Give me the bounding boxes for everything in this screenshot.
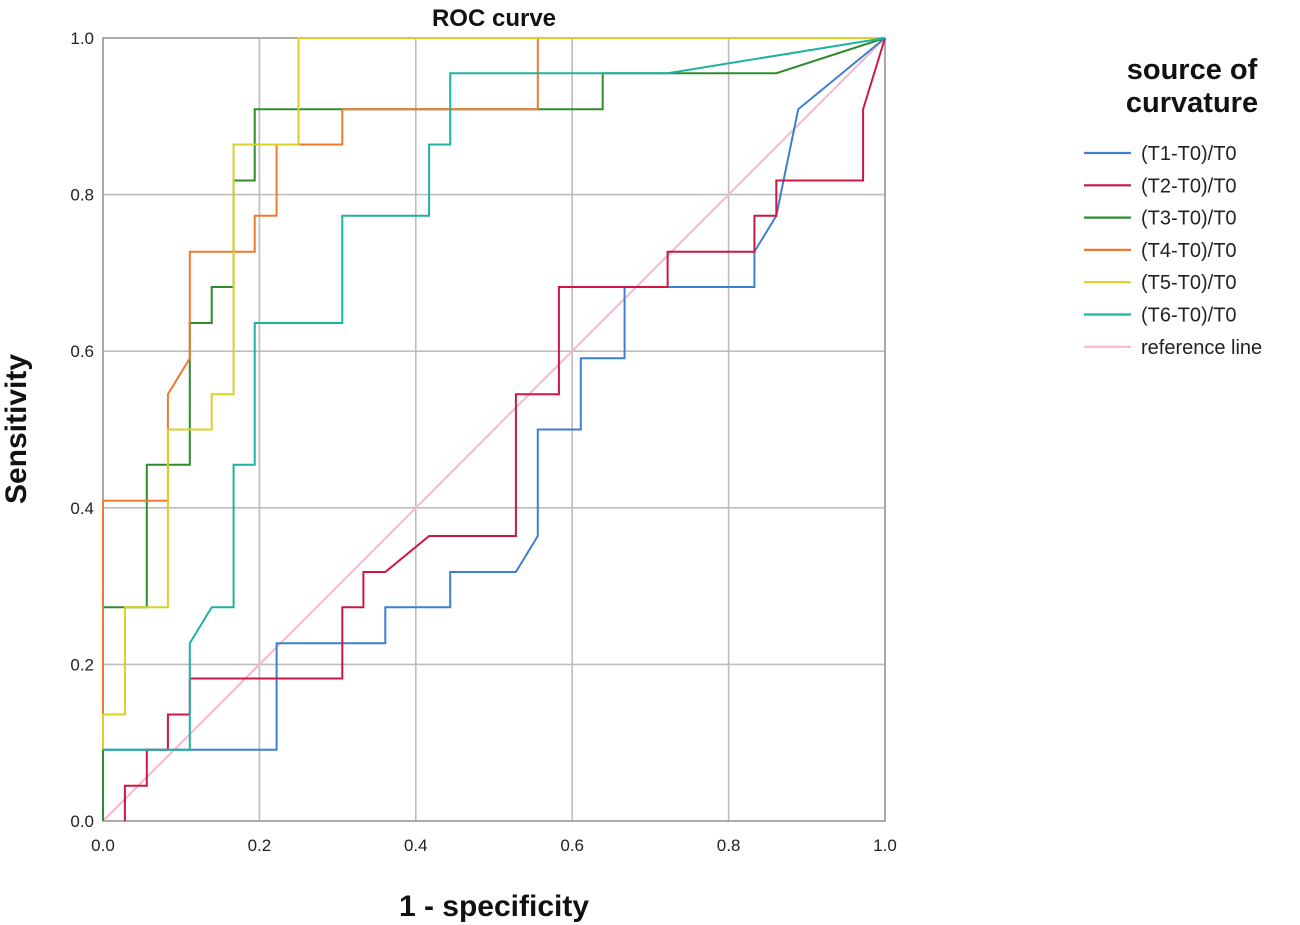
series-line-t6-t0-t0 (103, 37, 886, 751)
series-layer (102, 37, 886, 822)
y-tick-label: 0.0 (70, 812, 94, 831)
series-line-t1-t0-t0 (102, 37, 886, 821)
legend-label: (T4-T0)/T0 (1141, 240, 1237, 262)
legend-label: (T3-T0)/T0 (1141, 208, 1237, 230)
legend-label: (T5-T0)/T0 (1141, 272, 1237, 294)
legend-label: (T6-T0)/T0 (1141, 305, 1237, 327)
y-tick-label: 0.4 (70, 499, 94, 518)
y-tick-label: 0.6 (70, 342, 94, 361)
chart-title: ROC curve (432, 5, 556, 32)
x-axis-label: 1 - specificity (399, 890, 589, 923)
legend-label: (T2-T0)/T0 (1141, 175, 1237, 197)
x-tick-label: 0.2 (248, 836, 272, 855)
series-line-t3-t0-t0 (102, 37, 886, 821)
x-tick-label: 1.0 (873, 836, 897, 855)
legend-label: reference line (1141, 337, 1262, 359)
series-line-reference-line (102, 37, 886, 822)
y-axis-label: Sensitivity (0, 354, 33, 504)
series-line-t5-t0-t0 (102, 37, 885, 750)
y-tick-label: 0.2 (70, 655, 94, 674)
x-tick-label: 0.4 (404, 836, 428, 855)
series-line-t2-t0-t0 (123, 37, 886, 821)
y-tick-label: 1.0 (70, 29, 94, 48)
legend-label: (T1-T0)/T0 (1141, 143, 1237, 165)
legend: source of curvature (T1-T0)/T0 (T2-T0)/T0… (1084, 54, 1262, 359)
x-tick-label: 0.8 (717, 836, 741, 855)
legend-items: (T1-T0)/T0 (T2-T0)/T0 (T3-T0)/T0 (T4-T0)/T0… (1084, 143, 1262, 359)
legend-title-line-1: source of (1127, 54, 1258, 86)
x-tick-label: 0.0 (91, 836, 115, 855)
x-tick-label: 0.6 (560, 836, 584, 855)
y-tick-label: 0.8 (70, 186, 94, 205)
x-axis-ticks: 0.0 0.2 0.4 0.6 0.8 1.0 (91, 836, 897, 855)
y-axis-ticks: 0.0 0.2 0.4 0.6 0.8 1.0 (70, 29, 94, 831)
legend-title-line-2: curvature (1126, 87, 1258, 119)
